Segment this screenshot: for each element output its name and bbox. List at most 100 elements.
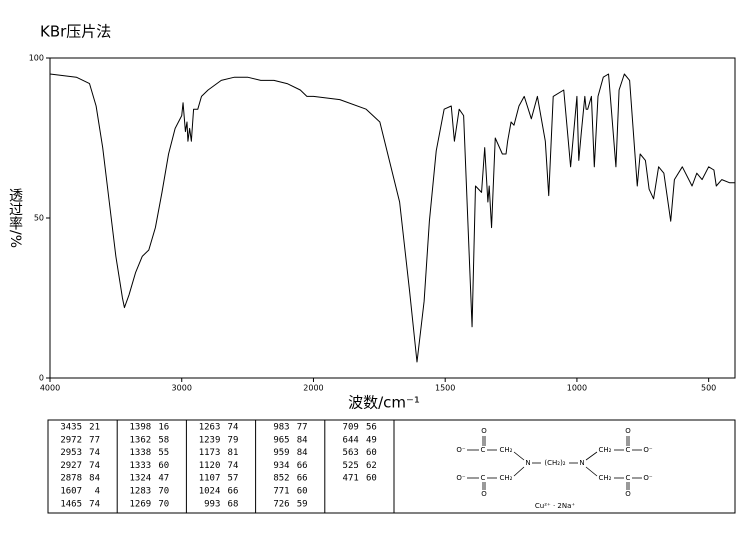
peak-wavenumber: 525: [343, 461, 359, 471]
atom: CH₂: [500, 446, 513, 454]
peak-wavenumber: 2953: [60, 448, 82, 458]
peak-transmittance: 84: [297, 435, 308, 445]
peak-wavenumber: 1173: [199, 448, 221, 458]
peak-wavenumber: 983: [273, 423, 289, 433]
atom: C: [626, 474, 631, 482]
peak-wavenumber: 471: [343, 474, 359, 484]
peak-transmittance: 60: [366, 474, 377, 484]
spectrum-line: [49, 73, 735, 363]
peak-wavenumber: 1333: [130, 461, 152, 471]
peak-wavenumber: 2927: [60, 461, 82, 471]
peak-wavenumber: 1362: [130, 435, 152, 445]
x-tick-label: 3000: [172, 384, 192, 393]
peak-wavenumber: 959: [273, 448, 289, 458]
x-tick-label: 500: [701, 384, 716, 393]
peak-wavenumber: 1607: [60, 487, 82, 497]
bond: [585, 451, 598, 461]
peak-transmittance: 59: [297, 499, 308, 509]
x-tick-label: 2000: [303, 384, 323, 393]
peak-transmittance: 84: [297, 448, 308, 458]
atom: N: [525, 459, 530, 467]
peak-transmittance: 81: [228, 448, 239, 458]
atom: C: [481, 446, 486, 454]
peak-wavenumber: 2972: [60, 435, 82, 445]
peak-wavenumber: 2878: [60, 474, 82, 484]
peak-transmittance: 58: [158, 435, 169, 445]
peak-wavenumber: 1465: [60, 499, 82, 509]
peak-wavenumber: 709: [343, 423, 359, 433]
peak-wavenumber: 563: [343, 448, 359, 458]
peak-wavenumber: 934: [273, 461, 289, 471]
atom: C: [481, 474, 486, 482]
peak-transmittance: 56: [366, 423, 377, 433]
x-tick-label: 1000: [567, 384, 587, 393]
plot-frame: [49, 57, 736, 379]
y-axis-label: 透过率/%: [7, 188, 23, 248]
peak-wavenumber: 1120: [199, 461, 221, 471]
atom: CH₂: [599, 474, 612, 482]
peak-transmittance: 74: [228, 461, 239, 471]
y-tick-label: 100: [29, 54, 44, 63]
peak-transmittance: 74: [89, 448, 100, 458]
peak-transmittance: 66: [228, 487, 239, 497]
peak-wavenumber: 644: [343, 435, 359, 445]
atom: C: [626, 446, 631, 454]
atom: N: [579, 459, 584, 467]
peak-transmittance: 77: [89, 435, 100, 445]
bond: [513, 451, 525, 461]
peak-transmittance: 77: [297, 423, 308, 433]
peak-transmittance: 66: [297, 461, 308, 471]
bond: [585, 466, 598, 477]
peak-transmittance: 60: [158, 461, 169, 471]
peak-transmittance: 55: [158, 448, 169, 458]
x-axis-label: 波数/cm⁻¹: [348, 394, 420, 412]
peak-transmittance: 70: [158, 487, 169, 497]
peak-wavenumber: 3435: [60, 423, 82, 433]
structure-frame: [393, 419, 736, 514]
peak-transmittance: 70: [158, 499, 169, 509]
atom: CH₂: [500, 474, 513, 482]
atom: O⁻: [643, 446, 653, 454]
peak-transmittance: 84: [89, 474, 100, 484]
peak-wavenumber: 1398: [130, 423, 152, 433]
structure: O O⁻ C CH₂ O⁻ C CH₂ O N (CH₂)₂ N CH₂ C O…: [456, 427, 653, 510]
atom: CH₂: [599, 446, 612, 454]
atom: (CH₂)₂: [544, 459, 565, 467]
atom: O: [481, 490, 487, 498]
peak-wavenumber: 1324: [130, 474, 152, 484]
peak-wavenumber: 1263: [199, 423, 221, 433]
peak-transmittance: 49: [366, 435, 377, 445]
peak-transmittance: 47: [158, 474, 169, 484]
bond: [513, 466, 525, 477]
peak-wavenumber: 1269: [130, 499, 152, 509]
y-tick-label: 0: [39, 374, 44, 383]
atom: O⁻: [456, 446, 466, 454]
peak-transmittance: 16: [158, 423, 169, 433]
atom: O⁻: [643, 474, 653, 482]
atom: O: [481, 427, 487, 435]
peak-wavenumber: 852: [273, 474, 289, 484]
peak-transmittance: 79: [228, 435, 239, 445]
atom: O⁻: [456, 474, 466, 482]
peak-transmittance: 21: [89, 423, 100, 433]
peak-transmittance: 74: [89, 461, 100, 471]
peak-transmittance: 74: [228, 423, 239, 433]
peak-wavenumber: 1283: [130, 487, 152, 497]
x-tick-label: 4000: [40, 384, 60, 393]
peak-wavenumber: 771: [273, 487, 289, 497]
x-tick-label: 1500: [435, 384, 455, 393]
peak-transmittance: 60: [297, 487, 308, 497]
peak-transmittance: 62: [366, 461, 377, 471]
peak-transmittance: 57: [228, 474, 239, 484]
peak-transmittance: 4: [95, 487, 100, 497]
structure-caption: Cu²⁺ · 2Na⁺: [535, 502, 575, 510]
peak-transmittance: 74: [89, 499, 100, 509]
peak-transmittance: 68: [228, 499, 239, 509]
peak-wavenumber: 965: [273, 435, 289, 445]
atom: O: [625, 490, 631, 498]
peak-wavenumber: 726: [273, 499, 289, 509]
atom: O: [625, 427, 631, 435]
peak-wavenumber: 1239: [199, 435, 221, 445]
peak-wavenumber: 1024: [199, 487, 221, 497]
